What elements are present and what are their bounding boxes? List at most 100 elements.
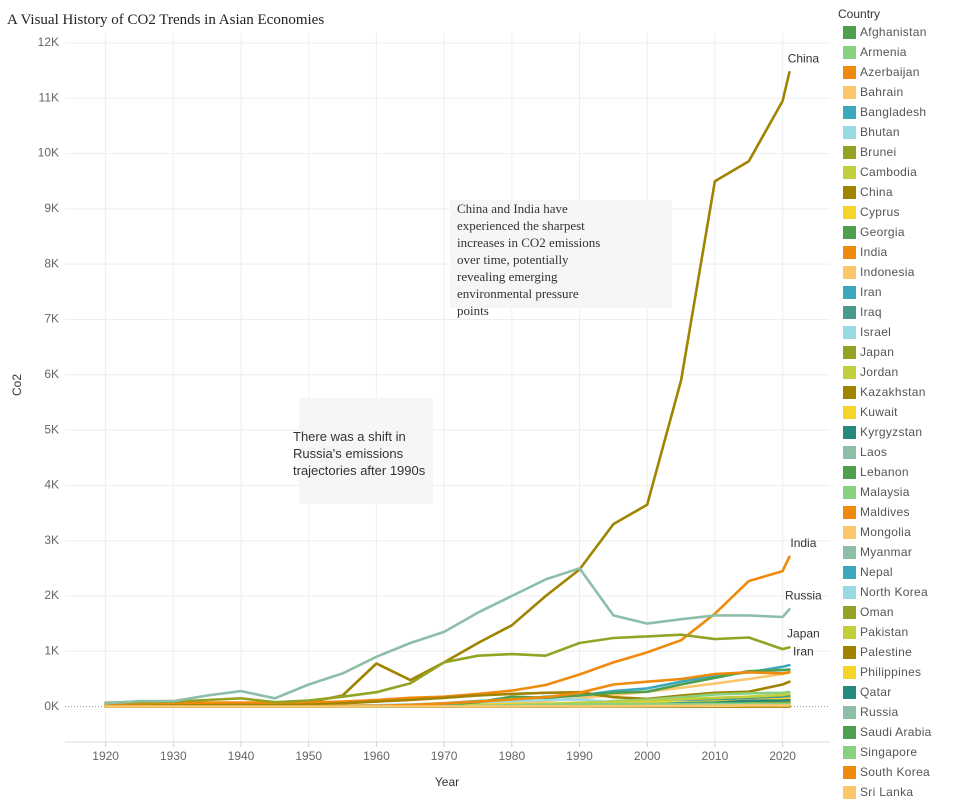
- legend-swatch: [843, 45, 856, 59]
- x-tick-label: 1920: [92, 749, 119, 763]
- legend-label: Philippines: [860, 665, 922, 679]
- y-tick-label: 7K: [44, 312, 59, 326]
- line-end-label: Iran: [793, 644, 814, 658]
- line-end-label: Russia: [785, 588, 822, 602]
- y-tick-label: 1K: [44, 643, 59, 657]
- legend-swatch: [843, 725, 856, 739]
- y-tick-label: 8K: [44, 256, 59, 270]
- y-axis-label: Co2: [10, 374, 24, 396]
- legend-label: Armenia: [860, 45, 907, 59]
- series-line: [104, 633, 791, 704]
- legend-item: Jordan: [843, 362, 960, 382]
- legend-label: Lebanon: [860, 465, 909, 479]
- legend-label: Nepal: [860, 565, 893, 579]
- legend-swatch: [843, 705, 856, 719]
- x-tick-label: 2010: [702, 749, 729, 763]
- legend-swatch: [843, 645, 856, 659]
- legend-item: Malaysia: [843, 482, 960, 502]
- y-tick-label: 5K: [44, 422, 59, 436]
- legend-swatch: [843, 765, 856, 779]
- legend-title: Country: [838, 7, 881, 21]
- legend-swatch: [843, 145, 856, 159]
- legend-label: Malaysia: [860, 485, 910, 499]
- legend-label: Singapore: [860, 745, 918, 759]
- y-tick-label: 2K: [44, 588, 59, 602]
- legend-item: Myanmar: [843, 542, 960, 562]
- legend-item: Qatar: [843, 682, 960, 702]
- y-tick-label: 12K: [38, 35, 59, 49]
- series-line: [104, 704, 791, 708]
- legend-item: Japan: [843, 342, 960, 362]
- legend-item: Afghanistan: [843, 22, 960, 42]
- legend-label: China: [860, 185, 893, 199]
- x-tick-label: 1930: [160, 749, 187, 763]
- y-tick-label: 9K: [44, 201, 59, 215]
- series-line: [104, 555, 791, 705]
- legend-item: North Korea: [843, 582, 960, 602]
- legend-label: Indonesia: [860, 265, 915, 279]
- legend-item: Sri Lanka: [843, 782, 960, 800]
- legend-item: Kazakhstan: [843, 382, 960, 402]
- legend-item: Iraq: [843, 302, 960, 322]
- legend-swatch: [843, 525, 856, 539]
- legend-label: Kazakhstan: [860, 385, 926, 399]
- y-tick-label: 6K: [44, 367, 59, 381]
- legend-swatch: [843, 745, 856, 759]
- legend-swatch: [843, 105, 856, 119]
- legend-label: Azerbaijan: [860, 65, 920, 79]
- legend-swatch: [843, 25, 856, 39]
- line-end-label: India: [790, 536, 816, 550]
- legend-item: Oman: [843, 602, 960, 622]
- legend-item: Laos: [843, 442, 960, 462]
- legend-label: Iraq: [860, 305, 882, 319]
- legend-item: Bhutan: [843, 122, 960, 142]
- legend-item: Georgia: [843, 222, 960, 242]
- x-tick-label: 2020: [769, 749, 796, 763]
- legend-label: Bhutan: [860, 125, 900, 139]
- legend-label: Georgia: [860, 225, 905, 239]
- legend-swatch: [843, 185, 856, 199]
- y-tick-label: 10K: [38, 146, 59, 160]
- legend-item: Iran: [843, 282, 960, 302]
- legend-swatch: [843, 305, 856, 319]
- x-tick-label: 1970: [431, 749, 458, 763]
- legend-swatch: [843, 245, 856, 259]
- annotation: There was a shift in Russia's emissions …: [293, 429, 426, 478]
- legend-label: Cyprus: [860, 205, 900, 219]
- legend-swatch: [843, 225, 856, 239]
- series-line: [104, 567, 791, 705]
- series-group: [104, 71, 791, 708]
- legend-swatch: [843, 365, 856, 379]
- legend-swatch: [843, 65, 856, 79]
- legend-label: Palestine: [860, 645, 913, 659]
- legend-swatch: [843, 265, 856, 279]
- legend-swatch: [843, 325, 856, 339]
- legend-label: Bangladesh: [860, 105, 927, 119]
- legend-item: Saudi Arabia: [843, 722, 960, 742]
- legend-label: Iran: [860, 285, 882, 299]
- legend-swatch: [843, 385, 856, 399]
- legend-item: Indonesia: [843, 262, 960, 282]
- legend-item: Pakistan: [843, 622, 960, 642]
- legend-label: Qatar: [860, 685, 892, 699]
- legend-swatch: [843, 585, 856, 599]
- x-axis-label: Year: [435, 775, 459, 789]
- series-line: [104, 71, 791, 707]
- legend-item: Philippines: [843, 662, 960, 682]
- line-end-label: China: [788, 51, 820, 65]
- legend-swatch: [843, 285, 856, 299]
- legend-item: Nepal: [843, 562, 960, 582]
- legend-label: Bahrain: [860, 85, 904, 99]
- legend-label: Myanmar: [860, 545, 913, 559]
- y-tick-label: 0K: [44, 699, 59, 713]
- legend-item: Palestine: [843, 642, 960, 662]
- legend-label: South Korea: [860, 765, 931, 779]
- y-tick-label: 11K: [39, 90, 59, 104]
- x-tick-label: 1940: [228, 749, 255, 763]
- legend-item: Azerbaijan: [843, 62, 960, 82]
- legend-label: Mongolia: [860, 525, 912, 539]
- line-end-label: Japan: [787, 627, 820, 641]
- legend-label: Jordan: [860, 365, 899, 379]
- legend-swatch: [843, 545, 856, 559]
- legend-label: Pakistan: [860, 625, 909, 639]
